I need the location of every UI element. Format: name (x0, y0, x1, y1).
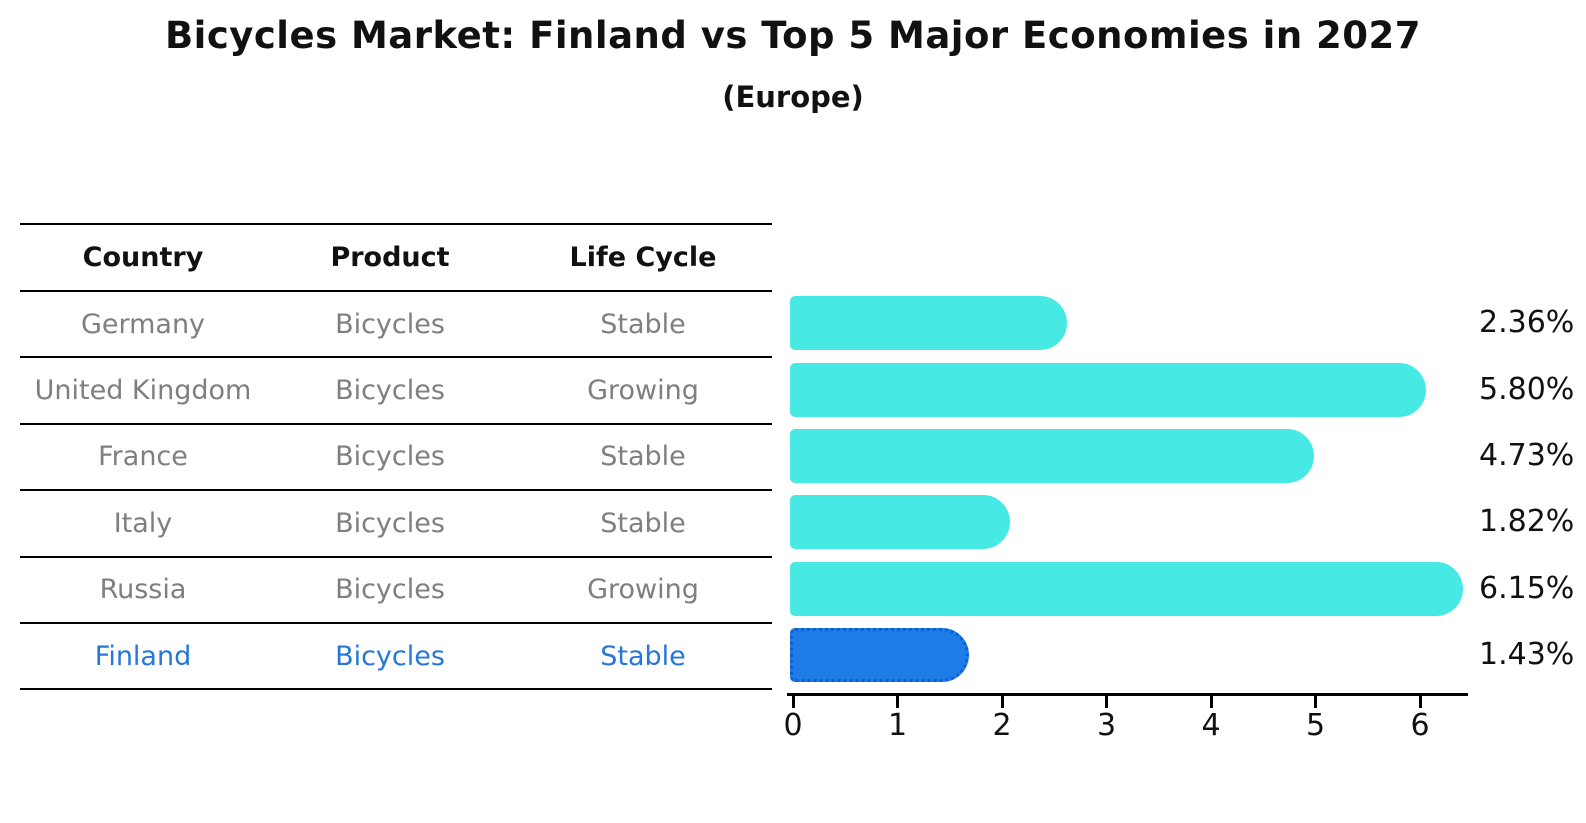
x-tick (1418, 693, 1422, 708)
bar-value-label: 1.82% (1479, 504, 1575, 540)
bar-germany (790, 296, 1067, 351)
x-tick (1209, 693, 1213, 708)
table-cell-product: Bicycles (335, 640, 445, 672)
table-cell-product: Bicycles (335, 574, 445, 606)
bar-united-kingdom (790, 362, 1427, 417)
country-table: Country Product Life Cycle Germany Bicycl… (20, 223, 772, 691)
bar-value-label: 1.43% (1479, 637, 1575, 673)
table-header-country: Country (82, 242, 204, 273)
table-header-product: Product (330, 242, 450, 273)
table-cell-lifecycle: Stable (600, 640, 686, 672)
table-header-lifecycle: Life Cycle (569, 242, 717, 273)
table-cell-lifecycle: Growing (587, 375, 699, 407)
table-cell-product: Bicycles (335, 308, 445, 340)
table-cell-country: Germany (80, 308, 206, 340)
table-cell-country: France (98, 441, 188, 473)
x-tick (1314, 693, 1317, 708)
x-tick-label: 1 (887, 708, 908, 743)
table-row-russia: Russia Bicycles Growing (20, 558, 772, 624)
x-tick-label: 4 (1201, 708, 1221, 743)
x-tick-label: 6 (1410, 708, 1430, 743)
table-row-france: France Bicycles Stable (20, 425, 772, 492)
table-cell-lifecycle: Stable (600, 308, 686, 340)
highlight-bar-finland (790, 628, 970, 683)
table-header-row: Country Product Life Cycle (20, 225, 772, 292)
page-subtitle: (Europe) (722, 80, 864, 114)
table-row-finland: Finland Bicycles Stable (20, 624, 772, 691)
table-cell-lifecycle: Growing (587, 574, 699, 606)
x-tick-label: 0 (783, 708, 803, 743)
x-tick (1105, 693, 1108, 708)
bar-italy (790, 495, 1011, 550)
table-row-germany: Germany Bicycles Stable (20, 292, 772, 359)
table-cell-lifecycle: Stable (600, 441, 686, 473)
bar-france (790, 429, 1315, 483)
table-cell-product: Bicycles (335, 375, 445, 407)
bar-value-label: 4.73% (1479, 438, 1575, 473)
bar-value-label: 5.80% (1479, 371, 1575, 407)
table-row-united-kingdom: United Kingdom Bicycles Growing (20, 358, 772, 425)
x-axis-line (787, 693, 1468, 696)
table-cell-product: Bicycles (335, 507, 445, 539)
bar-value-label: 2.36% (1479, 305, 1575, 341)
page-title: Bicycles Market: Finland vs Top 5 Major … (164, 14, 1422, 57)
x-tick (896, 693, 899, 708)
table-cell-product: Bicycles (335, 441, 445, 473)
table-cell-country: Finland (94, 640, 192, 672)
x-tick-label: 2 (992, 708, 1012, 743)
table-cell-country: Russia (99, 574, 187, 606)
table-row-italy: Italy Bicycles Stable (20, 491, 772, 558)
table-cell-lifecycle: Stable (600, 507, 686, 539)
x-tick (791, 693, 795, 708)
bar-russia (790, 561, 1463, 616)
table-cell-country: United Kingdom (34, 375, 252, 407)
x-tick (1000, 693, 1004, 708)
x-tick-label: 5 (1305, 708, 1326, 743)
table-cell-country: Italy (113, 507, 173, 539)
x-tick-label: 3 (1096, 708, 1117, 743)
table-body: Germany Bicycles Stable United Kingdom Bicyc… (20, 292, 772, 691)
bar-value-label: 6.15% (1479, 570, 1575, 606)
